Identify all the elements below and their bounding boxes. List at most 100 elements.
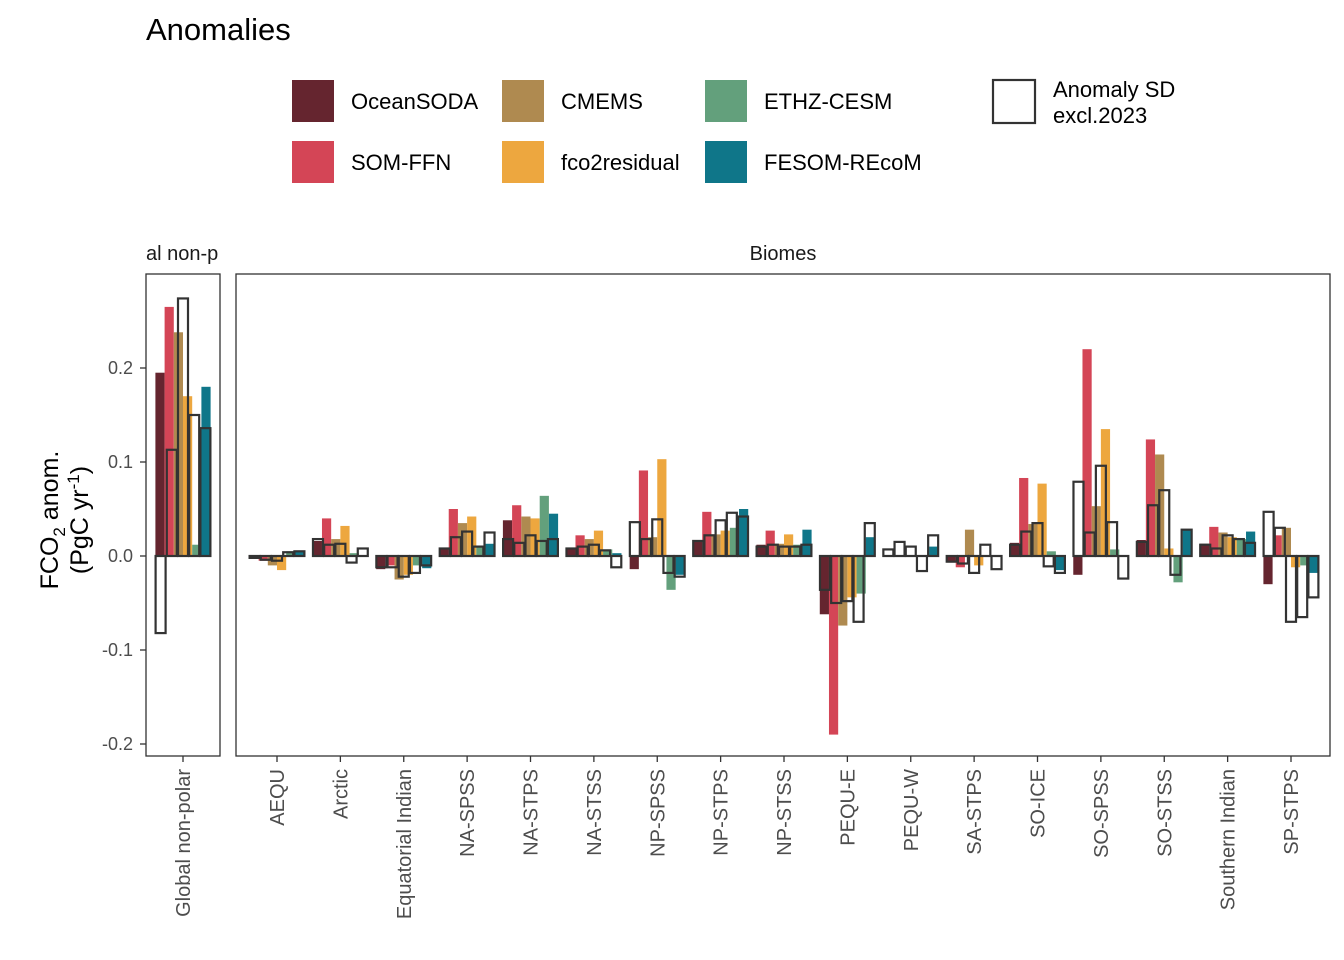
sd-bar-southern-indian-3 — [1221, 534, 1234, 558]
bar-so-ice-oceansoda — [1009, 542, 1020, 556]
x-tick-label: PEQU-E — [837, 769, 859, 846]
bar-np-stps-fesom-recom — [739, 509, 749, 556]
legend-label-cmems: CMEMS — [561, 89, 643, 114]
bar-arctic-som-ffn — [321, 518, 332, 556]
bar-np-spss-som-ffn — [638, 470, 649, 556]
sd-bar-global-non-polar-4 — [188, 413, 201, 558]
strip-label: al non-p — [146, 243, 218, 265]
sd-bar-so-ice-4 — [1042, 554, 1055, 568]
bar-na-spss-oceansoda — [439, 548, 449, 556]
x-tick-label: PEQU-W — [901, 769, 923, 851]
bar-global-non-polar-oceansoda — [155, 372, 165, 556]
bar-na-spss-fesom-recom — [485, 543, 495, 556]
bar-so-stss-oceansoda — [1136, 540, 1146, 556]
bar-np-spss-fco2residual — [657, 459, 667, 556]
sd-bar-pequ-w-1 — [882, 548, 895, 558]
bar-equatorial-indian-som-ffn — [385, 556, 395, 566]
bars — [248, 349, 1320, 735]
bar-so-ice-fesom-recom — [1055, 556, 1066, 571]
panel-biomes: Biomes AEQU Arctic Equatorial Indian NA-SPSS… — [235, 243, 1331, 919]
sd-bar-np-spss-1 — [628, 521, 641, 558]
sd-bar-np-stps-4 — [725, 511, 738, 558]
bar-southern-indian-oceansoda — [1200, 543, 1210, 556]
panel-border — [145, 273, 221, 757]
bar-equatorial-indian-ethz-cesm — [412, 556, 423, 566]
bar-so-ice-ethz-cesm — [1046, 551, 1056, 556]
bar-np-stps-som-ffn — [702, 511, 712, 556]
sd-bar-sa-stps-3 — [968, 554, 981, 575]
legend-key-cmems — [502, 80, 544, 122]
sd-bar-sa-stps-5 — [990, 554, 1003, 571]
sd-bar-so-ice-3 — [1031, 521, 1044, 558]
x-tick-label: NP-SPSS — [647, 769, 669, 857]
sd-bar-sp-stps-1 — [1262, 510, 1275, 558]
sd-bar-na-stps-5 — [546, 537, 560, 558]
sd-bar-na-stss-2 — [576, 545, 589, 558]
bar-arctic-fco2residual — [340, 525, 350, 556]
sd-bar-np-spss-2 — [639, 537, 653, 558]
sd-bar-np-stss-3 — [777, 545, 791, 558]
legend-label-oceansoda: OceanSODA — [351, 89, 478, 114]
bar-so-stss-fesom-recom — [1182, 529, 1192, 556]
sd-bar-so-stss-4 — [1169, 554, 1182, 576]
sd-bar-so-stss-3 — [1158, 489, 1171, 558]
bar-np-spss-fesom-recom — [675, 556, 685, 575]
sd-bar-global-non-polar-5 — [199, 427, 212, 558]
bar-aequ-ethz-cesm — [286, 551, 296, 556]
x-tick-label: AEQU — [267, 769, 289, 826]
sd-bar-na-stps-3 — [524, 534, 537, 558]
bar-sp-stps-fesom-recom — [1309, 556, 1319, 573]
sd-bar-np-stss-2 — [766, 543, 779, 558]
sd-bar-pequ-e-2 — [830, 554, 843, 605]
sd-bar-equatorial-indian-3 — [397, 554, 410, 578]
sd-bar-so-spss-5 — [1117, 554, 1130, 580]
y-tick-label: 0.1 — [108, 452, 133, 472]
sd-bar-pequ-e-3 — [841, 554, 854, 603]
sd-bar-aequ-4 — [282, 551, 295, 558]
bar-np-stss-fco2residual — [784, 534, 794, 556]
sd-bar-na-spss-2 — [449, 536, 463, 558]
bar-sa-stps-som-ffn — [955, 556, 965, 568]
sd-bar-sp-stps-4 — [1296, 554, 1309, 619]
sd-bar-np-stps-5 — [736, 515, 750, 558]
bar-np-spss-oceansoda — [629, 556, 639, 570]
bar-sp-stps-som-ffn — [1272, 535, 1282, 556]
sd-bar-np-stps-2 — [703, 534, 716, 558]
sd-bar-southern-indian-4 — [1232, 537, 1245, 558]
bar-equatorial-indian-fesom-recom — [422, 556, 432, 569]
bar-na-stps-fesom-recom — [548, 513, 559, 556]
sd-bar-na-stss-1 — [565, 547, 578, 558]
sd-bar-so-stss-1 — [1135, 540, 1148, 558]
sd-bar-na-spss-4 — [472, 545, 485, 558]
sd-bar-pequ-w-5 — [927, 534, 940, 558]
legend-label-anomaly-sd-line1: Anomaly SD — [1053, 77, 1175, 102]
legend-key-anomaly-sd — [991, 78, 1037, 125]
sd-bar-np-stps-1 — [692, 539, 705, 558]
bar-arctic-ethz-cesm — [349, 553, 359, 556]
sd-bar-np-spss-4 — [662, 554, 675, 575]
x-tick-label: Global non-polar — [173, 769, 195, 917]
sd-bar-sp-stps-3 — [1284, 554, 1298, 623]
sd-bar-so-spss-3 — [1094, 464, 1107, 558]
sd-bar-np-stss-5 — [800, 543, 813, 558]
bar-so-stss-ethz-cesm — [1173, 556, 1183, 583]
y-tick-label: -0.1 — [102, 640, 133, 660]
bar-so-spss-ethz-cesm — [1110, 549, 1120, 556]
legend-key-oceansoda — [292, 80, 334, 122]
x-tick-label: NA-SPSS — [457, 769, 479, 857]
bar-so-spss-oceansoda — [1073, 556, 1083, 575]
legend-label-fesom-recom: FESOM-REcoM — [764, 150, 922, 175]
x-tick-label: NP-STPS — [711, 769, 733, 856]
x-tick-label: Arctic — [330, 769, 352, 819]
bar-np-stss-fesom-recom — [802, 529, 812, 556]
sd-bar-so-ice-5 — [1053, 554, 1067, 575]
x-tick-label: SP-STPS — [1281, 769, 1303, 855]
y-tick-label: 0.0 — [108, 546, 133, 566]
sd-bar-pequ-e-1 — [818, 554, 832, 591]
sd-bar-na-stps-4 — [535, 539, 548, 558]
bar-pequ-e-fesom-recom — [865, 537, 875, 556]
sd-bar-equatorial-indian-5 — [420, 554, 433, 567]
bar-na-stss-fco2residual — [593, 530, 604, 556]
sd-bar-equatorial-indian-4 — [408, 554, 422, 575]
